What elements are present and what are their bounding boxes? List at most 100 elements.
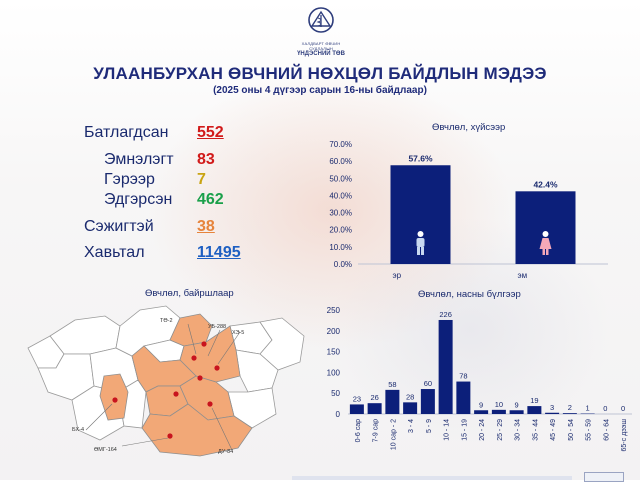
organization-logo: ХАЛДВАРТ ӨВЧИН СУДЛАЛЫН ҮНДЭСНИЙ ТӨВ xyxy=(296,6,346,58)
suspected-label: Сэжигтэй xyxy=(84,218,154,236)
age-bar xyxy=(368,403,382,414)
page-subtitle: (2025 оны 4 дүгээр сарын 16-ны байдлаар) xyxy=(0,85,640,96)
age-value-label: 0 xyxy=(603,404,607,413)
age-category-label: 25 - 29 xyxy=(497,419,504,441)
age-category-label: 65-с дээш xyxy=(621,419,628,452)
logo-line2: ҮНДЭСНИЙ ТӨВ xyxy=(296,51,346,58)
map-case-dot-6 xyxy=(207,401,212,406)
age-value-label: 28 xyxy=(406,392,414,401)
age-value-label: 26 xyxy=(370,393,378,402)
map-label-du: ДУ-84 xyxy=(218,449,233,455)
gender-value-label: 57.6% xyxy=(408,153,433,163)
map-label-bkh: БХ-4 xyxy=(72,427,84,433)
hospital-value: 83 xyxy=(197,151,215,169)
map-case-dot-8 xyxy=(201,341,206,346)
age-category-label: 35 - 44 xyxy=(532,419,539,441)
age-bar xyxy=(439,320,453,414)
age-category-label: 45 - 49 xyxy=(550,419,557,441)
map-province-uvs xyxy=(50,316,120,354)
age-value-label: 0 xyxy=(621,404,625,413)
map-case-dot-7 xyxy=(167,433,172,438)
gender-bar xyxy=(516,191,576,264)
age-category-label: 5 - 9 xyxy=(426,419,433,433)
age-value-label: 3 xyxy=(550,403,554,412)
age-bar xyxy=(474,410,488,414)
age-category-label: 10 - 14 xyxy=(444,419,451,441)
age-category-label: 3 - 4 xyxy=(408,419,415,433)
age-value-label: 10 xyxy=(495,400,503,409)
home-value: 7 xyxy=(197,171,206,189)
age-bar xyxy=(545,413,559,414)
map-case-dot-3 xyxy=(197,375,202,380)
age-category-label: 15 - 19 xyxy=(461,419,468,441)
age-category-label: 20 - 24 xyxy=(479,419,486,441)
gender-bar xyxy=(391,165,451,264)
gender-ytick-label: 0.0% xyxy=(334,260,352,269)
recovered-value: 462 xyxy=(197,191,224,209)
age-value-label: 1 xyxy=(586,404,590,413)
contacts-value: 11495 xyxy=(197,244,241,262)
age-chart-title: Өвчлөл, насны бүлгээр xyxy=(418,289,521,300)
gender-ytick-label: 60.0% xyxy=(329,157,352,166)
map-case-dot-4 xyxy=(173,391,178,396)
age-category-label: 7-9 сар xyxy=(373,419,380,442)
age-category-label: 10 сар - 2 xyxy=(390,419,397,450)
age-category-label: 50 - 54 xyxy=(568,419,575,441)
gender-ytick-label: 50.0% xyxy=(329,174,352,183)
age-bar xyxy=(510,410,524,414)
hospital-label: Эмнэлэгт xyxy=(104,151,174,169)
gender-value-label: 42.4% xyxy=(533,179,558,189)
age-ytick-label: 50 xyxy=(331,389,340,398)
gender-chart: 0.0% 10.0% 20.0% 30.0% 40.0% 50.0% 60.0% 70.0% 5… xyxy=(318,136,618,286)
age-value-label: 23 xyxy=(353,394,361,403)
gender-ytick-label: 30.0% xyxy=(329,209,352,218)
gender-category-label: эм xyxy=(518,271,528,280)
gender-category-label: эр xyxy=(393,271,402,280)
age-bar xyxy=(421,389,435,414)
map-label-khe: ХЭ-5 xyxy=(232,330,244,336)
age-bar xyxy=(492,410,506,414)
age-value-label: 19 xyxy=(530,396,538,405)
confirmed-label: Батлагдсан xyxy=(84,124,168,142)
map-case-dot-2 xyxy=(214,365,219,370)
logo-emblem-icon xyxy=(296,6,346,36)
age-bar xyxy=(527,406,541,414)
age-value-label: 9 xyxy=(515,400,519,409)
age-value-label: 60 xyxy=(424,379,432,388)
mongolia-map: ТӨ-2 УБ-288 ХЭ-5 БХ-4 ӨМГ-164 ДУ-84 xyxy=(20,296,310,466)
map-label-tu: ТӨ-2 xyxy=(160,318,173,324)
age-ytick-label: 100 xyxy=(327,368,341,377)
age-category-label: 55 - 59 xyxy=(586,419,593,441)
map-case-dot-1 xyxy=(191,355,196,360)
gender-ytick-label: 20.0% xyxy=(329,226,352,235)
age-bar xyxy=(350,404,364,414)
page-title: УЛААНБУРХАН ӨВЧНИЙ НӨХЦӨЛ БАЙДЛЫН МЭДЭЭ xyxy=(0,64,640,84)
map-case-dot-5 xyxy=(112,397,117,402)
footer-bar xyxy=(292,476,572,480)
age-ytick-label: 0 xyxy=(336,410,341,419)
age-value-label: 226 xyxy=(439,310,452,319)
gender-ytick-label: 10.0% xyxy=(329,243,352,252)
gender-ytick-label: 40.0% xyxy=(329,191,352,200)
confirmed-value: 552 xyxy=(197,124,224,142)
age-value-label: 78 xyxy=(459,372,467,381)
contacts-label: Хавьтал xyxy=(84,244,145,262)
footer-page-indicator xyxy=(584,472,624,482)
age-ytick-label: 150 xyxy=(327,348,341,357)
age-category-label: 60 - 64 xyxy=(603,419,610,441)
age-bar xyxy=(403,402,417,414)
age-value-label: 9 xyxy=(479,400,483,409)
recovered-label: Эдгэрсэн xyxy=(104,191,172,209)
age-bar xyxy=(456,382,470,414)
logo-line1: ХАЛДВАРТ ӨВЧИН СУДЛАЛЫН xyxy=(296,41,346,51)
age-ytick-label: 200 xyxy=(327,327,341,336)
map-label-ub: УБ-288 xyxy=(208,324,226,330)
age-value-label: 58 xyxy=(388,380,396,389)
age-category-label: 0-6 сар xyxy=(355,419,362,442)
gender-ytick-label: 70.0% xyxy=(329,140,352,149)
home-label: Гэрээр xyxy=(104,171,155,189)
age-category-label: 30 - 34 xyxy=(515,419,522,441)
age-value-label: 2 xyxy=(568,403,572,412)
age-bar xyxy=(385,390,399,414)
